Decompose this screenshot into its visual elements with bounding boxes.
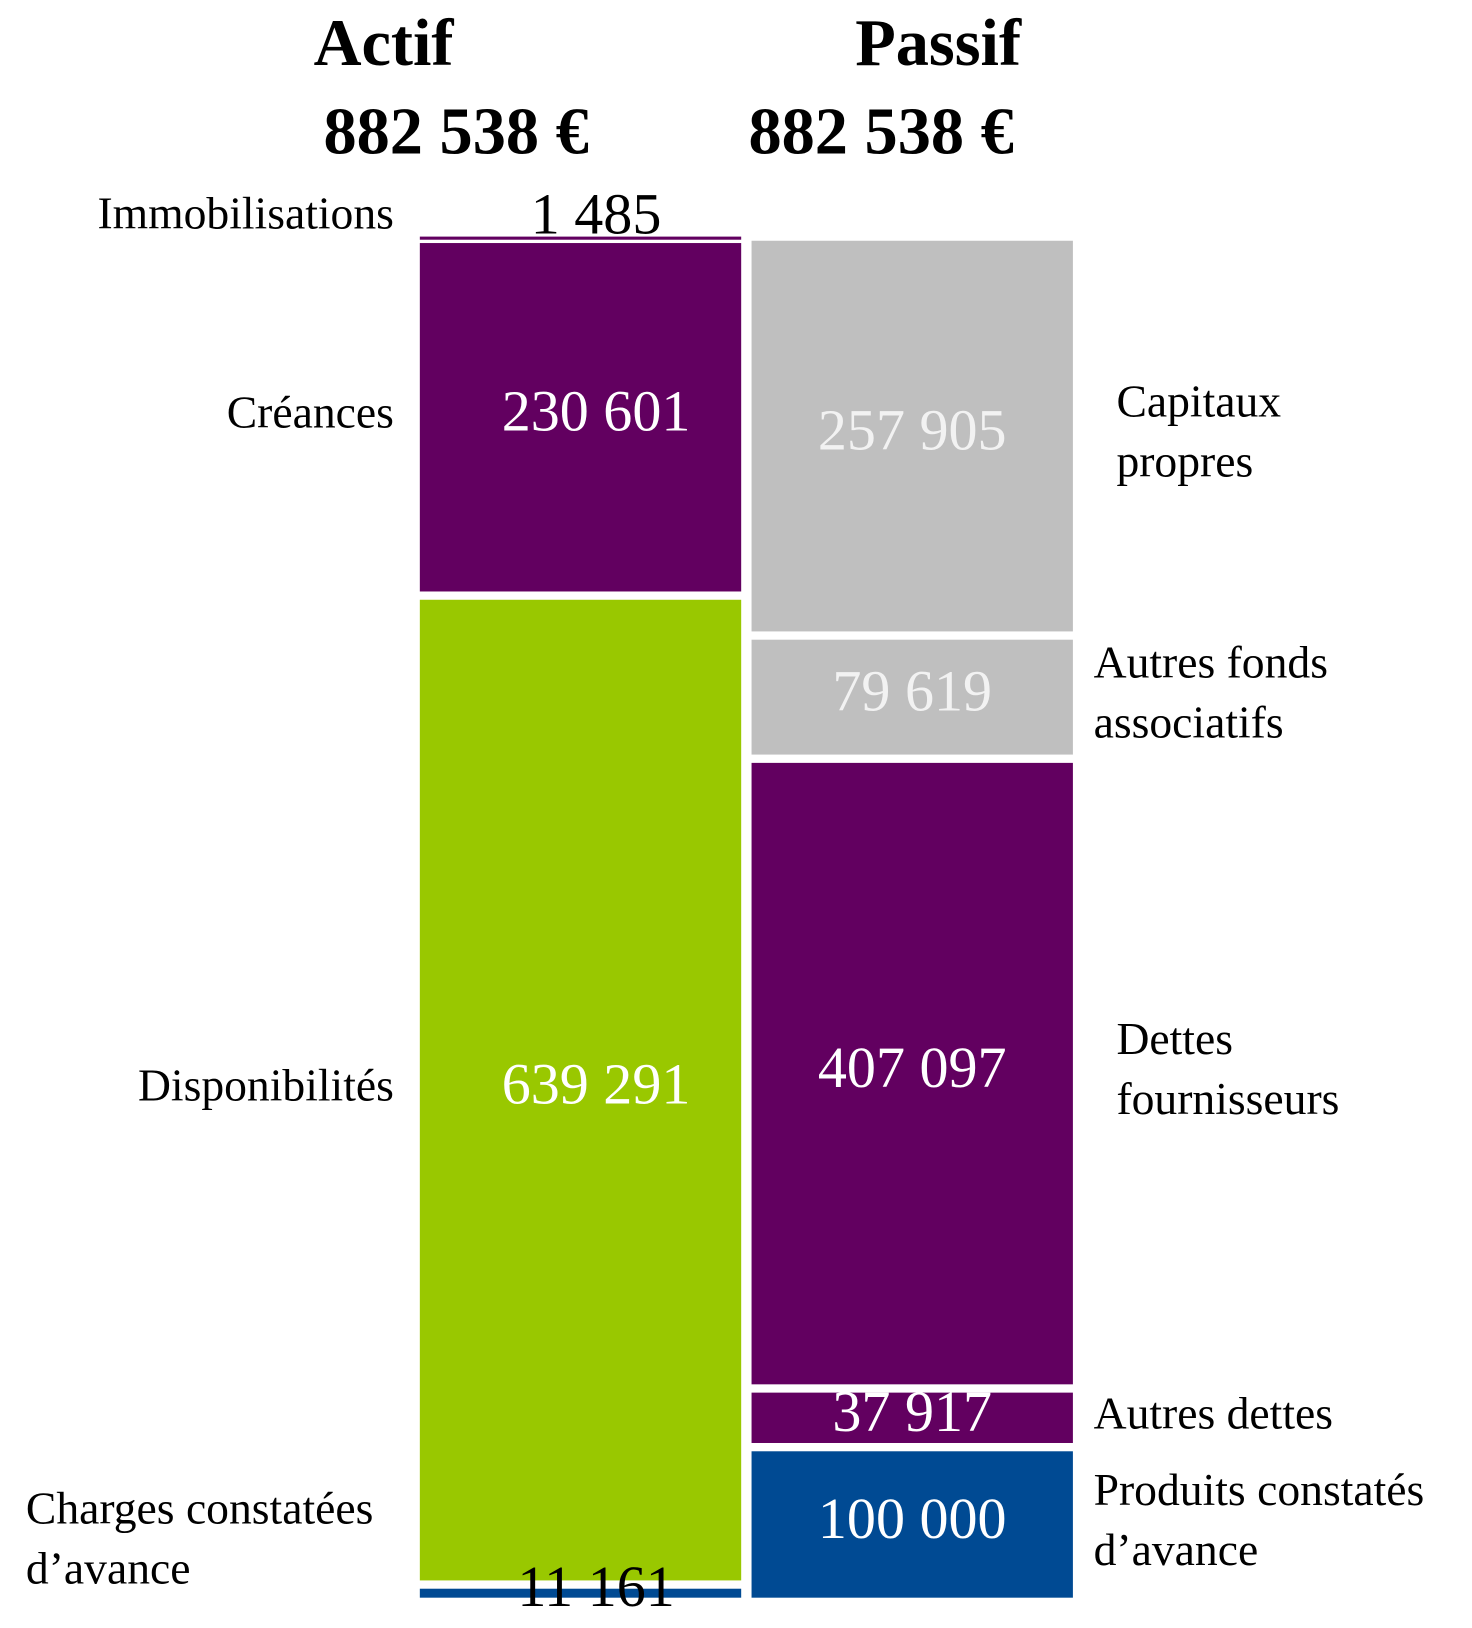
value-label: 79 619 xyxy=(832,658,992,723)
segment xyxy=(751,1392,1073,1443)
segment xyxy=(751,240,1073,632)
column-total: 882 538 € xyxy=(748,95,1013,168)
segment-name: fournisseurs xyxy=(1116,1073,1339,1124)
segment-name: associatifs xyxy=(1094,697,1284,748)
segment-name: d’avance xyxy=(26,1543,191,1594)
segment-name: Autres dettes xyxy=(1094,1387,1333,1438)
segment xyxy=(419,236,742,240)
value-label: 407 097 xyxy=(818,1035,1007,1100)
value-label: 1 485 xyxy=(531,181,662,246)
segment xyxy=(751,1451,1073,1598)
value-label: 100 000 xyxy=(818,1486,1007,1551)
value-label: 230 601 xyxy=(502,379,691,444)
segment xyxy=(751,639,1073,755)
segment-name: Produits constatés xyxy=(1094,1464,1425,1515)
column-title: Actif xyxy=(314,7,455,80)
segment-name: Charges constatées xyxy=(26,1483,373,1534)
segment xyxy=(751,762,1073,1385)
segment-name: Capitaux xyxy=(1116,375,1281,426)
value-label: 639 291 xyxy=(502,1051,691,1116)
column-title: Passif xyxy=(855,7,1022,80)
column-total: 882 538 € xyxy=(323,95,588,168)
value-label: 37 917 xyxy=(832,1379,992,1444)
segment xyxy=(419,1588,742,1598)
segment-name: Dettes xyxy=(1116,1013,1233,1064)
value-label: 257 905 xyxy=(818,397,1007,462)
segment-name: propres xyxy=(1116,436,1253,487)
segment-name: Créances xyxy=(227,387,394,438)
value-label: 11 161 xyxy=(517,1554,674,1619)
segment-name: d’avance xyxy=(1094,1524,1259,1575)
segment xyxy=(419,243,742,592)
segment-name: Immobilisations xyxy=(97,187,393,238)
segment-name: Autres fonds xyxy=(1094,637,1328,688)
segment xyxy=(419,599,742,1581)
segment-name: Disponibilités xyxy=(138,1060,394,1111)
